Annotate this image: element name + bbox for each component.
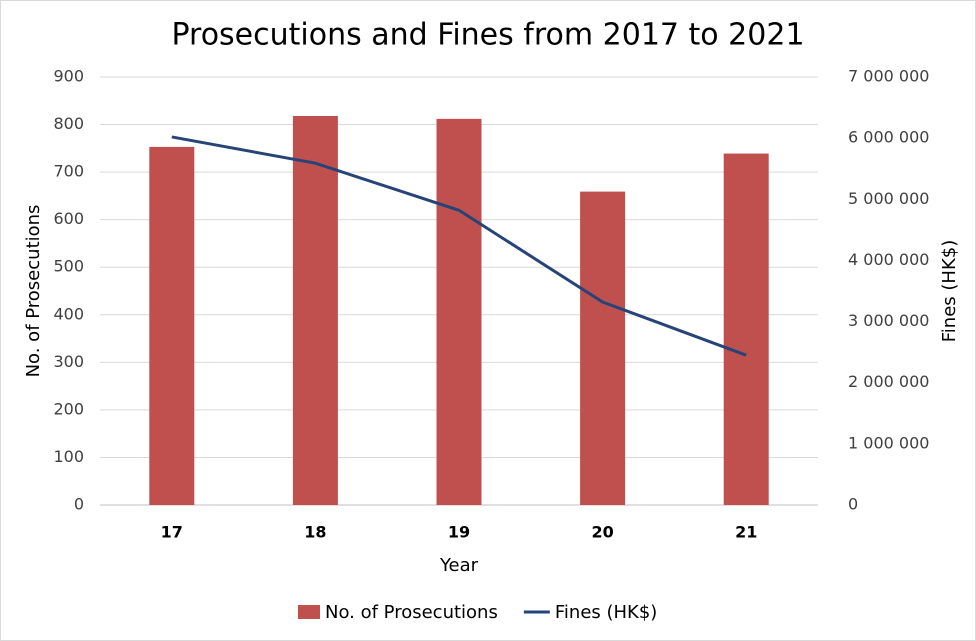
y2-tick-label: 4 000 000 <box>848 250 929 269</box>
x-axis-label: Year <box>439 555 479 576</box>
x-tick-label: 19 <box>448 523 470 542</box>
y-tick-label: 800 <box>53 114 84 133</box>
y-tick-label: 200 <box>53 399 84 418</box>
line <box>171 135 747 357</box>
bar <box>292 115 338 506</box>
y-tick-label: 100 <box>53 447 84 466</box>
y-tick-label: 500 <box>53 257 84 276</box>
y-tick-label: 0 <box>74 495 84 514</box>
y2-tick-label: 0 <box>848 495 858 514</box>
x-tick-label: 21 <box>735 523 757 542</box>
chart-title: Prosecutions and Fines from 2017 to 2021 <box>171 18 804 53</box>
y-tick-label: 300 <box>53 352 84 371</box>
y-tick-label: 900 <box>53 67 84 86</box>
y-tick-label: 700 <box>53 162 84 181</box>
x-tick-label: 17 <box>161 523 183 542</box>
y2-tick-label: 2 000 000 <box>848 372 929 391</box>
legend-label: No. of Prosecutions <box>325 602 498 623</box>
x-tick-label: 18 <box>304 523 326 542</box>
y2-tick-label: 5 000 000 <box>848 189 929 208</box>
bar <box>436 118 482 506</box>
y2-tick-label: 7 000 000 <box>848 67 929 86</box>
y-tick-label: 400 <box>53 304 84 323</box>
y2-axis-label: Fines (HK$) <box>939 240 960 342</box>
y2-tick-label: 3 000 000 <box>848 311 929 330</box>
y-tick-label: 600 <box>53 209 84 228</box>
x-tick-label: 20 <box>591 523 613 542</box>
legend-swatch <box>298 605 320 619</box>
bar <box>149 146 195 505</box>
y2-tick-label: 6 000 000 <box>848 128 929 147</box>
bar <box>580 191 626 505</box>
y2-tick-label: 1 000 000 <box>848 433 929 452</box>
bar <box>723 153 769 505</box>
y-axis-label: No. of Prosecutions <box>23 205 44 378</box>
legend-label: Fines (HK$) <box>555 602 657 623</box>
